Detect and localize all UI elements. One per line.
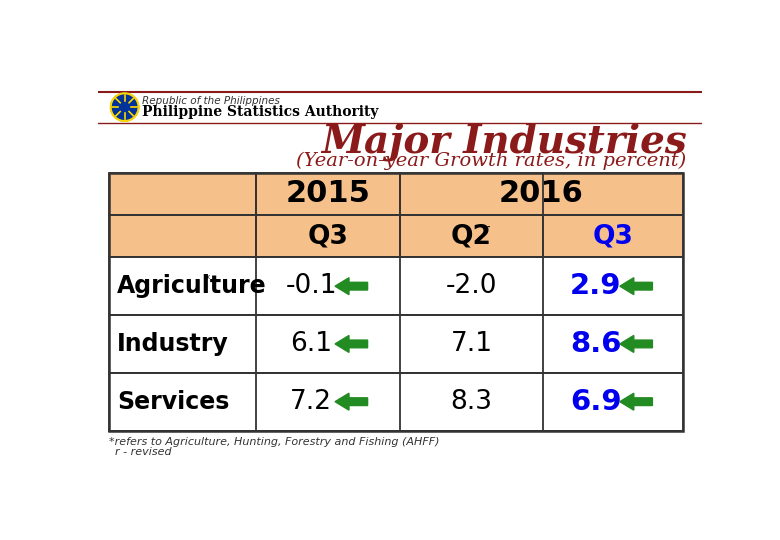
Text: Q3: Q3 xyxy=(593,223,633,249)
Text: 2.9: 2.9 xyxy=(570,272,622,300)
Bar xyxy=(399,215,543,257)
Text: 6.9: 6.9 xyxy=(570,388,622,416)
Text: 6.1: 6.1 xyxy=(290,331,332,357)
Text: 8.6: 8.6 xyxy=(570,330,622,358)
Text: *: * xyxy=(204,273,210,286)
Text: 7.1: 7.1 xyxy=(450,331,492,357)
Polygon shape xyxy=(620,278,652,295)
Text: *refers to Agriculture, Hunting, Forestry and Fishing (AHFF): *refers to Agriculture, Hunting, Forestr… xyxy=(109,437,440,447)
Circle shape xyxy=(111,93,139,121)
Text: (Year-on-year Growth rates, in percent): (Year-on-year Growth rates, in percent) xyxy=(296,152,686,170)
Text: Q2: Q2 xyxy=(451,223,492,249)
Text: Services: Services xyxy=(117,390,229,414)
Bar xyxy=(399,173,682,215)
Text: 8.3: 8.3 xyxy=(450,389,492,415)
Text: Agriculture: Agriculture xyxy=(117,274,267,298)
Text: r - revised: r - revised xyxy=(115,448,172,457)
Text: r: r xyxy=(484,223,490,237)
Bar xyxy=(109,315,682,373)
Bar xyxy=(109,173,257,215)
Bar xyxy=(109,215,257,257)
Polygon shape xyxy=(620,393,652,410)
Bar xyxy=(109,173,682,430)
Polygon shape xyxy=(335,278,367,295)
Text: -0.1: -0.1 xyxy=(285,273,337,299)
Bar xyxy=(109,257,682,315)
Polygon shape xyxy=(620,335,652,353)
Bar xyxy=(543,215,682,257)
Text: Republic of the Philippines: Republic of the Philippines xyxy=(143,96,280,106)
Text: 2016: 2016 xyxy=(498,179,583,208)
Text: Industry: Industry xyxy=(117,332,229,356)
Text: -2.0: -2.0 xyxy=(445,273,497,299)
Bar xyxy=(109,373,682,430)
Text: 2015: 2015 xyxy=(285,179,370,208)
Text: Philippine Statistics Authority: Philippine Statistics Authority xyxy=(143,105,379,119)
Polygon shape xyxy=(335,335,367,353)
Polygon shape xyxy=(335,393,367,410)
Bar xyxy=(257,173,399,215)
Bar xyxy=(257,215,399,257)
Text: 7.2: 7.2 xyxy=(290,389,332,415)
Text: Major Industries: Major Industries xyxy=(321,123,686,161)
Text: Q3: Q3 xyxy=(307,223,349,249)
